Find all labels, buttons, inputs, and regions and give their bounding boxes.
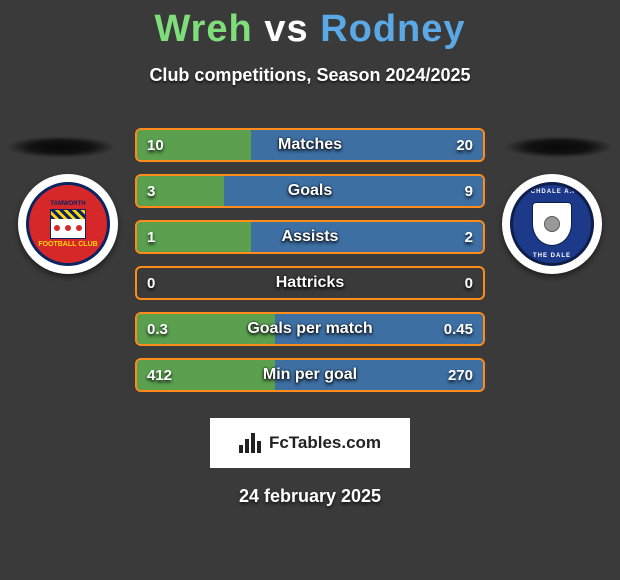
stat-label: Min per goal [137, 366, 483, 384]
stat-row: 412270Min per goal [135, 358, 485, 392]
comparison-title: Wreh vs Rodney [0, 0, 620, 51]
stat-label: Goals [137, 182, 483, 200]
stat-row: 39Goals [135, 174, 485, 208]
stat-row: 00Hattricks [135, 266, 485, 300]
bars-icon [239, 433, 263, 453]
player1-name: Wreh [154, 8, 252, 50]
player1-club-badge: TAMWORTH FOOTBALL CLUB [18, 174, 118, 274]
player2-club-badge: ROCHDALE A.F.C THE DALE [502, 174, 602, 274]
tamworth-crest: TAMWORTH FOOTBALL CLUB [26, 182, 110, 266]
comparison-date: 24 february 2025 [0, 486, 620, 507]
stat-row: 1020Matches [135, 128, 485, 162]
comparison-stage: TAMWORTH FOOTBALL CLUB ROCHDALE A.F.C TH… [0, 106, 620, 406]
stat-label: Goals per match [137, 320, 483, 338]
ball-icon [544, 216, 560, 232]
stat-row: 12Assists [135, 220, 485, 254]
player2-name: Rodney [320, 8, 465, 50]
player1-silhouette-shadow [6, 136, 116, 158]
crest-top-text: TAMWORTH [50, 201, 85, 207]
subtitle: Club competitions, Season 2024/2025 [0, 65, 620, 86]
crest-bottom-text: THE DALE [513, 253, 591, 259]
crest-shield [532, 202, 572, 246]
stat-bars-container: 1020Matches 39Goals 12Assists 00Hattricks 0.… [135, 128, 485, 404]
stat-label: Matches [137, 136, 483, 154]
fctables-logo[interactable]: FcTables.com [210, 418, 410, 468]
brand-text: FcTables.com [269, 433, 381, 453]
stat-row: 0.30.45Goals per match [135, 312, 485, 346]
player2-silhouette-shadow [504, 136, 614, 158]
stat-label: Hattricks [137, 274, 483, 292]
rochdale-crest: ROCHDALE A.F.C THE DALE [510, 182, 594, 266]
crest-shield [50, 209, 86, 239]
crest-top-text: ROCHDALE A.F.C [513, 189, 591, 195]
vs-text: vs [264, 8, 308, 50]
stat-label: Assists [137, 228, 483, 246]
crest-bottom-text: FOOTBALL CLUB [38, 241, 97, 248]
